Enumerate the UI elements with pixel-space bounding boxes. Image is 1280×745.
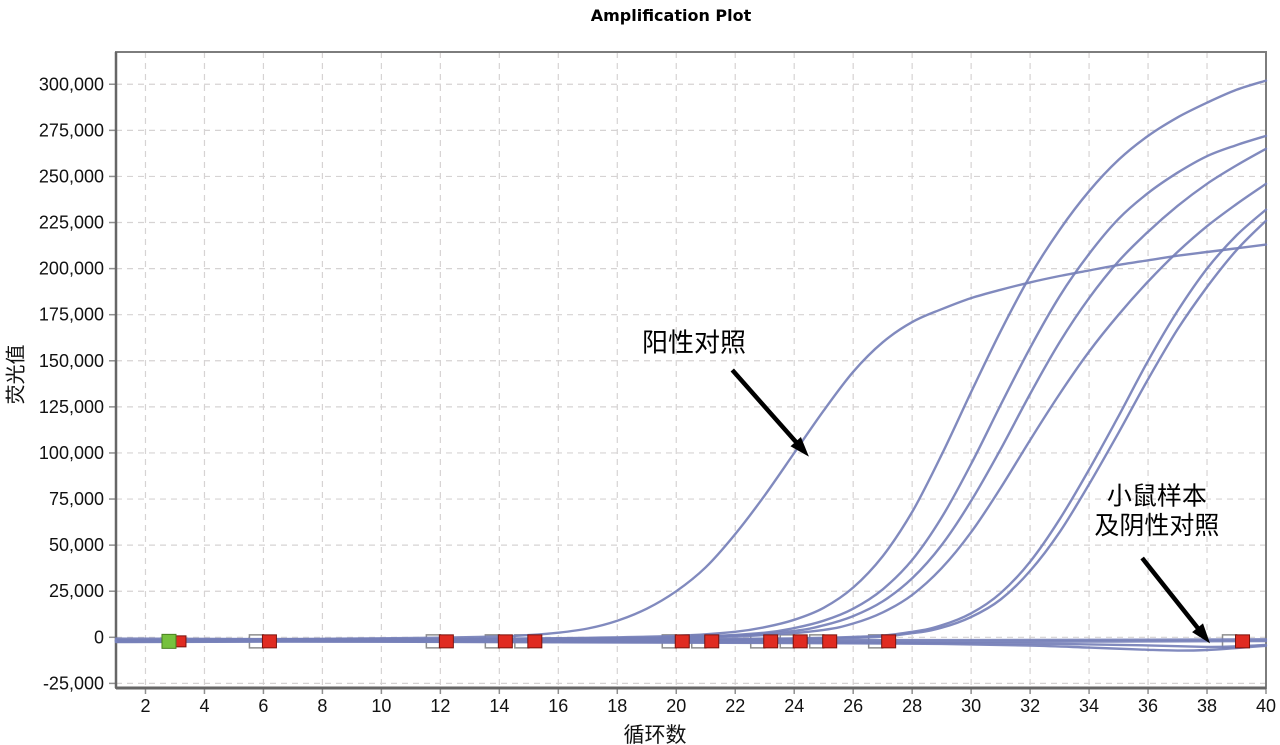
x-tick-label: 18 (607, 696, 627, 716)
curve-late-positive-sample-2 (114, 219, 1268, 643)
chart-title: Amplification Plot (590, 6, 752, 25)
green-square-marker (161, 633, 177, 649)
y-tick-label: 300,000 (39, 74, 104, 94)
tick-marks (109, 83, 1267, 694)
x-tick-label: 34 (1079, 696, 1099, 716)
y-tick-label: 150,000 (39, 351, 104, 371)
x-axis-label: 循环数 (623, 723, 687, 745)
annotation-text-line: 小鼠样本 (1107, 482, 1207, 511)
x-tick-label: 4 (199, 696, 209, 716)
red-square-marker (822, 634, 838, 649)
red-square-marker (261, 634, 277, 649)
y-tick-label: 275,000 (39, 120, 104, 140)
x-tick-label: 32 (1020, 696, 1040, 716)
curve-late-positive-sample-1 (114, 208, 1268, 642)
plot-frame (115, 51, 1267, 689)
red-square-marker (438, 634, 454, 649)
x-tick-label: 30 (961, 696, 981, 716)
red-square-marker (704, 634, 720, 649)
y-tick-label: 100,000 (39, 443, 104, 463)
curve-positive-sample-4 (114, 182, 1268, 643)
annotation-arrowhead-icon (1192, 623, 1210, 644)
y-tick-labels: -25,000 0 25,000 50,000 75,000 100,000 125,000… (39, 74, 104, 693)
red-square-marker (175, 635, 187, 648)
x-tick-labels: 2 4 6 8 10 12 14 16 18 20 22 24 26 28 30 32 34 36 38 40 (140, 696, 1276, 716)
red-square-marker (674, 634, 690, 649)
x-tick-label: 12 (430, 696, 450, 716)
annotation-arrow-icon (730, 368, 804, 450)
y-tick-label: 200,000 (39, 259, 104, 279)
y-tick-label: 50,000 (49, 535, 104, 555)
annotation-arrow-icon (1140, 556, 1205, 637)
annotation-text: 小鼠样本及阴性对照 (1094, 482, 1219, 541)
x-tick-label: 20 (666, 696, 686, 716)
x-tick-label: 10 (371, 696, 391, 716)
x-tick-label: 28 (902, 696, 922, 716)
y-tick-label: 125,000 (39, 397, 104, 417)
x-tick-label: 8 (317, 696, 327, 716)
red-square-marker (792, 634, 808, 649)
y-tick-label: 75,000 (49, 489, 104, 509)
red-square-marker (763, 634, 779, 649)
y-tick-label: 175,000 (39, 305, 104, 325)
x-tick-label: 40 (1256, 696, 1276, 716)
red-square-marker (881, 634, 897, 649)
curve-positive-sample-2 (114, 134, 1268, 643)
threshold-markers (161, 633, 1251, 649)
annotation-mouse-samples-negative-control: 小鼠样本及阴性对照 (1094, 482, 1219, 644)
red-square-marker (497, 634, 513, 649)
annotation-text-line: 及阴性对照 (1094, 511, 1219, 540)
x-tick-label: 2 (140, 696, 150, 716)
x-tick-label: 36 (1138, 696, 1158, 716)
amplification-curves (114, 79, 1268, 652)
y-axis-label: 荧光值 (3, 344, 28, 405)
x-tick-label: 26 (843, 696, 863, 716)
x-tick-label: 38 (1197, 696, 1217, 716)
y-tick-label: 250,000 (39, 166, 104, 186)
curve-positive-control (114, 243, 1268, 642)
x-tick-label: 14 (489, 696, 509, 716)
x-tick-label: 16 (548, 696, 568, 716)
red-square-marker (527, 634, 543, 649)
x-tick-label: 22 (725, 696, 745, 716)
annotation-text: 阳性对照 (642, 329, 746, 359)
y-tick-label: 0 (94, 627, 104, 647)
annotation-arrowhead-icon (790, 437, 809, 457)
annotation-text-line: 阳性对照 (642, 329, 746, 359)
gridlines (116, 52, 1267, 688)
y-tick-label: 225,000 (39, 213, 104, 233)
annotation-positive-control: 阳性对照 (642, 329, 809, 457)
x-tick-label: 24 (784, 696, 804, 716)
x-tick-label: 6 (258, 696, 268, 716)
y-tick-label: 25,000 (49, 581, 104, 601)
y-tick-label: -25,000 (43, 673, 104, 693)
curve-negative-control (114, 639, 1268, 652)
red-square-marker (1235, 634, 1251, 649)
